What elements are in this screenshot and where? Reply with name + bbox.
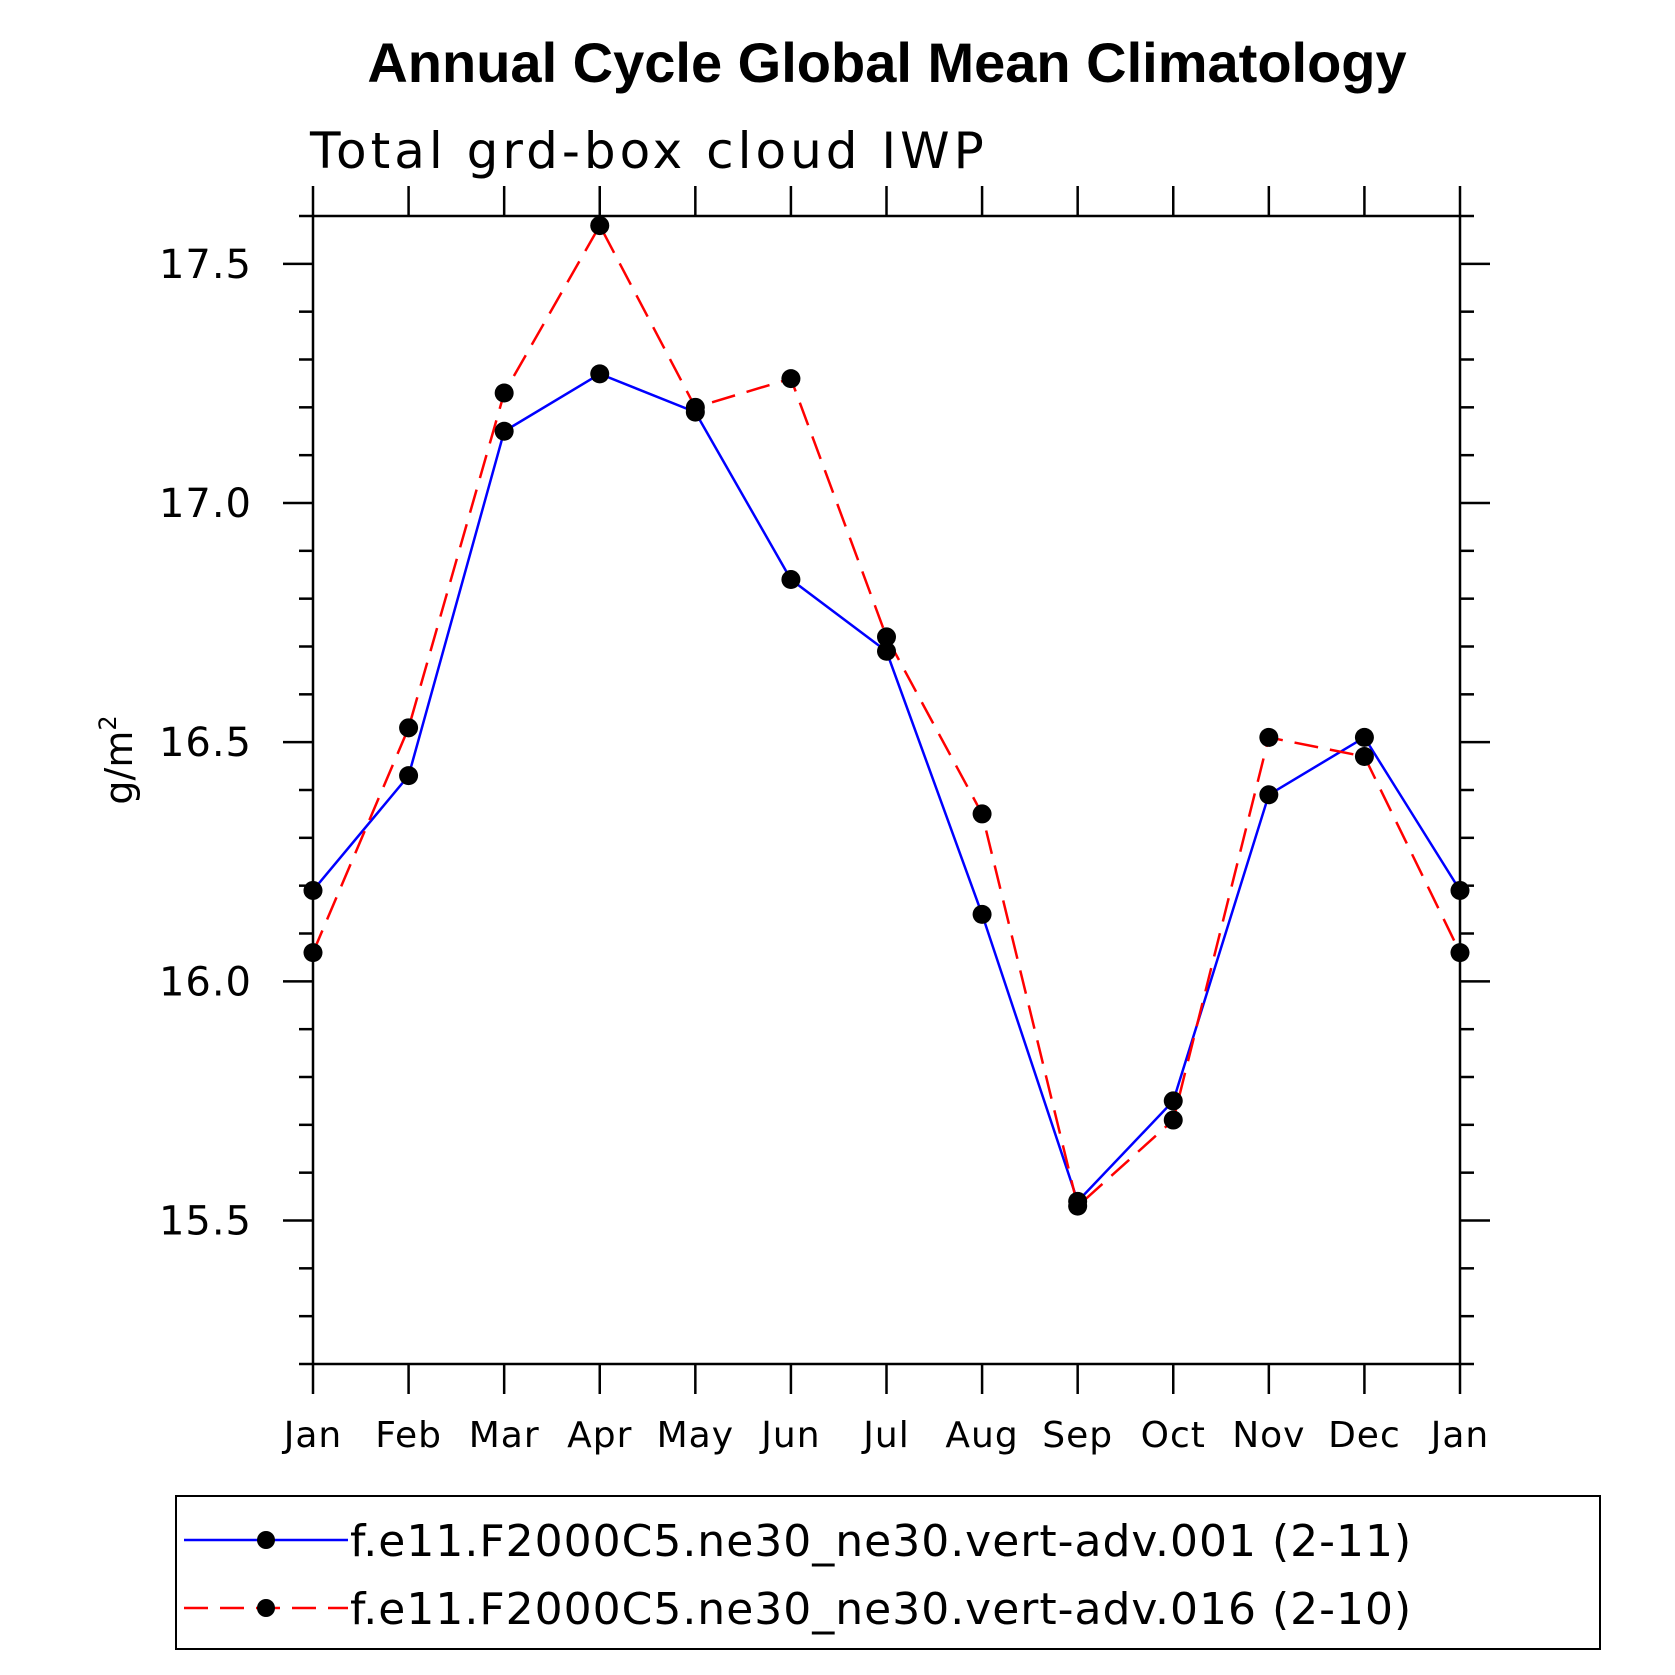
series-1-point <box>590 364 610 384</box>
x-tick-label: Jan <box>282 1415 343 1456</box>
series-line-2 <box>311 222 1462 1209</box>
series-2-point <box>399 718 419 738</box>
x-tick-label: Feb <box>375 1415 442 1456</box>
series-2-point <box>1068 1196 1088 1216</box>
series-line-1 <box>312 372 1462 1204</box>
legend-marker-series-1 <box>257 1531 275 1549</box>
y-tick-label: 16.0 <box>159 959 252 1005</box>
series-2-point <box>972 804 992 824</box>
x-tick-label: Sep <box>1042 1415 1113 1456</box>
x-tick-label: Jan <box>1429 1415 1490 1456</box>
series-2-point <box>1354 747 1374 767</box>
legend-label-series-1: f.e11.F2000C5.ne30_ne30.vert-adv.001 (2-… <box>350 1516 1412 1567</box>
chart-title: Annual Cycle Global Mean Climatology <box>367 31 1406 94</box>
y-axis-label-superscript: 2 <box>94 715 122 730</box>
x-tick-labels: Jan Feb Mar Apr May Jun Jul Aug Sep Oct Nov Dec Jan <box>282 1415 1490 1456</box>
y-tick-label: 15.5 <box>159 1199 252 1245</box>
chart-subtitle: Total grd-box cloud IWP <box>309 122 988 180</box>
series-1-point <box>494 421 514 441</box>
plot-frame <box>311 214 1462 1366</box>
y-axis-label-text: g/m <box>97 731 141 805</box>
x-tick-label: Aug <box>945 1415 1018 1456</box>
y-tick-labels: 15.5 16.0 16.5 17.0 17.5 <box>159 242 252 1245</box>
series-1-point <box>972 904 992 924</box>
series-1-point <box>877 641 896 661</box>
series-2-point <box>781 369 801 389</box>
series-2-point <box>685 397 705 417</box>
series-1-point <box>1259 785 1279 805</box>
series-layer <box>303 216 1470 1216</box>
legend-box <box>175 1495 1601 1650</box>
x-tick-label: Jul <box>861 1415 909 1456</box>
series-2-point <box>494 383 514 403</box>
series-2-point <box>303 943 323 963</box>
series-1-point <box>1450 880 1470 900</box>
y-tick-label: 17.0 <box>159 481 252 527</box>
x-tick-label: Dec <box>1328 1415 1401 1456</box>
series-1-point <box>1163 1091 1183 1111</box>
series-1-point <box>781 570 801 590</box>
legend: f.e11.F2000C5.ne30_ne30.vert-adv.001 (2-… <box>175 1495 1601 1650</box>
svg-text:g/m2: g/m2 <box>94 715 141 804</box>
series-2-point <box>1163 1110 1183 1130</box>
series-1-point <box>303 880 323 900</box>
series-1-point <box>1354 727 1374 747</box>
y-tick-label: 17.5 <box>159 242 252 288</box>
y-axis-label: g/m2 <box>94 715 141 804</box>
x-tick-label: Apr <box>567 1415 632 1456</box>
x-tick-label: Nov <box>1232 1415 1305 1456</box>
x-tick-label: May <box>657 1415 734 1456</box>
legend-label-series-2: f.e11.F2000C5.ne30_ne30.vert-adv.016 (2-… <box>350 1584 1412 1635</box>
series-2-point <box>1259 727 1279 747</box>
y-tick-label: 16.5 <box>159 720 252 766</box>
x-tick-label: Jun <box>759 1415 820 1456</box>
series-2-point <box>1450 943 1470 963</box>
axis-ticks <box>283 186 1490 1394</box>
series-2-point <box>877 627 896 647</box>
series-2-point <box>590 216 610 236</box>
x-tick-label: Oct <box>1141 1415 1206 1456</box>
series-1-point <box>399 766 419 786</box>
x-tick-label: Mar <box>469 1415 540 1456</box>
legend-marker-series-2 <box>257 1599 275 1617</box>
